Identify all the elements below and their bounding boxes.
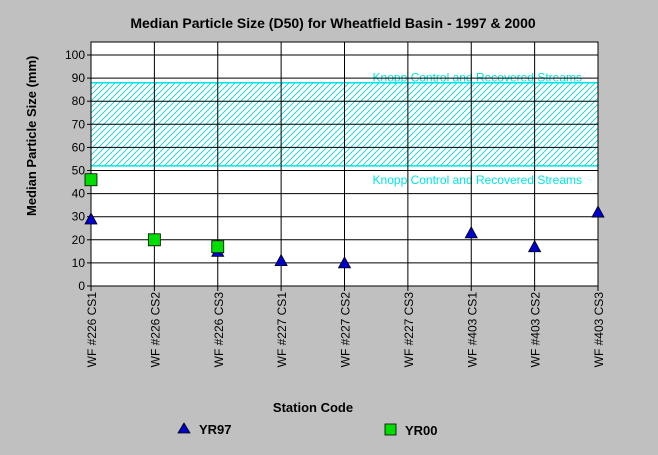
y-tick-label: 100: [65, 48, 85, 62]
y-tick-label: 70: [72, 117, 86, 131]
legend-yr97-marker: [177, 422, 191, 434]
data-point-yr97: [337, 256, 352, 269]
reference-band-label-bottom: Knopp Control and Recovered Streams: [373, 173, 582, 187]
data-point-yr00: [147, 233, 161, 247]
x-tick-label: WF #227 CS1: [275, 292, 289, 368]
data-point-yr97: [84, 212, 98, 225]
x-tick-label: WF #227 CS2: [339, 292, 353, 368]
y-axis-label: Median Particle Size (mm): [24, 56, 39, 216]
data-point-yr97: [274, 253, 288, 266]
x-tick-label: WF #403 CS3: [592, 292, 606, 368]
y-tick-label: 10: [72, 256, 86, 270]
y-tick-label: 0: [78, 279, 85, 293]
data-point-yr97: [527, 239, 542, 253]
x-tick-label: WF #227 CS3: [402, 292, 416, 368]
data-point-yr97: [464, 226, 478, 239]
y-tick-label: 50: [72, 164, 86, 178]
data-point-yr97: [591, 205, 605, 218]
legend-yr00-label: YR00: [405, 423, 438, 438]
data-point-yr00: [211, 240, 225, 254]
x-tick-label: WF #226 CS3: [212, 292, 226, 368]
x-tick-label: WF #403 CS1: [465, 292, 479, 368]
y-tick-label: 30: [72, 210, 86, 224]
x-tick-label: WF #226 CS1: [85, 292, 99, 368]
y-tick-label: 80: [72, 94, 86, 108]
data-point-yr00: [84, 173, 98, 187]
y-tick-label: 20: [72, 233, 86, 247]
y-tick-label: 40: [72, 187, 86, 201]
x-tick-label: WF #226 CS2: [148, 292, 162, 368]
y-tick-label: 90: [72, 71, 86, 85]
y-tick-label: 60: [72, 140, 86, 154]
x-tick-label: WF #403 CS2: [529, 292, 543, 368]
x-axis-label: Station Code: [273, 400, 353, 415]
legend-yr00-marker: [384, 423, 397, 436]
legend: YR97 YR00: [177, 422, 438, 438]
chart-title: Median Particle Size (D50) for Wheatfiel…: [130, 15, 536, 31]
legend-yr97-label: YR97: [199, 422, 232, 437]
